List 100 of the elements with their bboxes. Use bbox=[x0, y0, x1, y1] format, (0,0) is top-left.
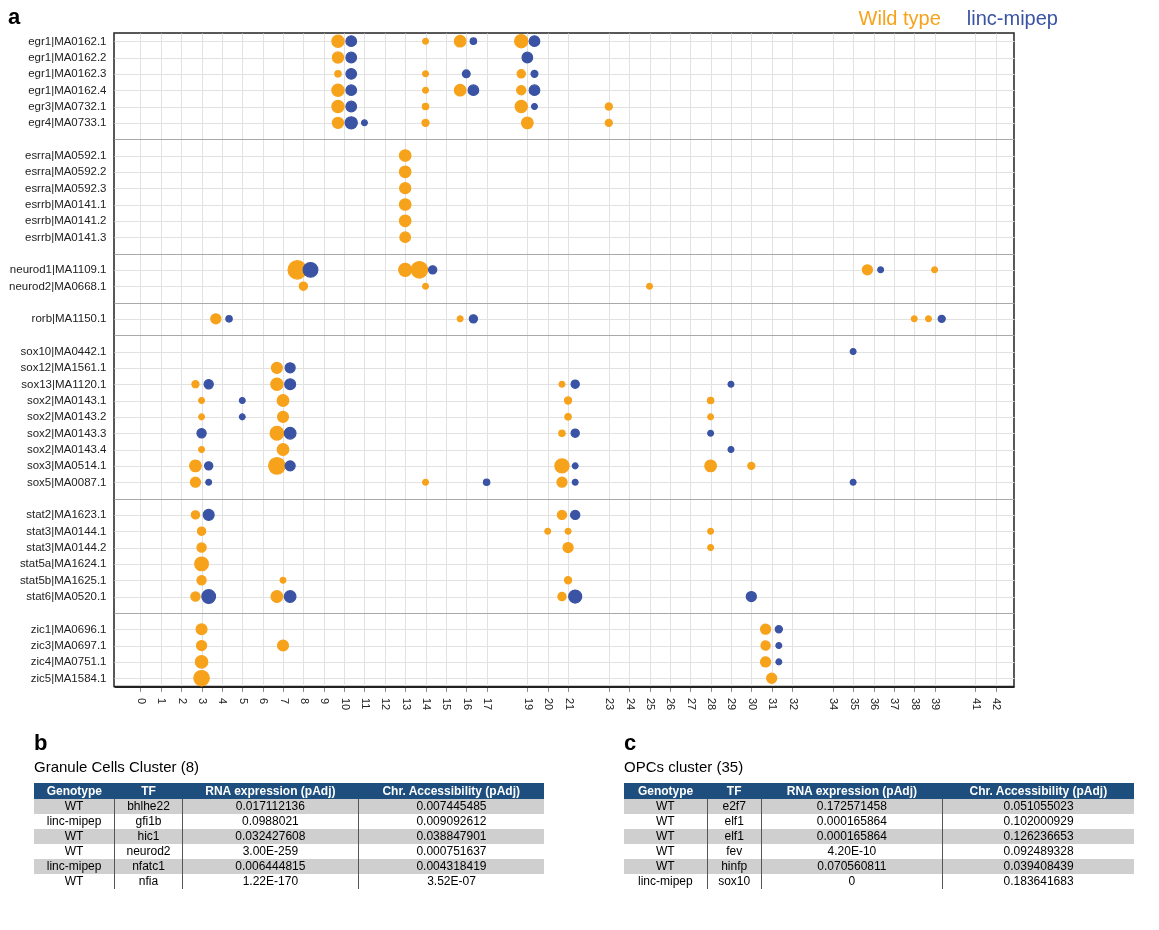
text: nfatc1 bbox=[114, 859, 183, 875]
y-tick-label: sox12|MA1561.1 bbox=[20, 361, 107, 374]
x-tick-label: 12 bbox=[380, 697, 393, 711]
text: 0.017112136 bbox=[182, 799, 359, 815]
text: 0.092489328 bbox=[942, 844, 1134, 860]
text: 1.22E-170 bbox=[182, 874, 359, 890]
y-tick-label: egr1|MA0162.1 bbox=[28, 34, 107, 47]
text: hinfp bbox=[707, 859, 762, 875]
text: WT bbox=[624, 799, 708, 815]
x-tick-label: 42 bbox=[991, 697, 1004, 711]
x-tick-label: 8 bbox=[298, 697, 311, 704]
text: linc-mipep bbox=[34, 859, 115, 875]
text: 0.000751637 bbox=[358, 844, 544, 860]
text: hic1 bbox=[114, 829, 183, 845]
text: 0.038847901 bbox=[358, 829, 544, 845]
x-tick-label: 9 bbox=[319, 697, 332, 704]
category-label: RNA expression (pAdj) bbox=[761, 783, 943, 800]
y-tick-label: rorb|MA1150.1 bbox=[31, 312, 107, 325]
text: 0 bbox=[761, 874, 943, 890]
y-tick-label: stat5a|MA1624.1 bbox=[19, 557, 107, 570]
text: WT bbox=[655, 844, 676, 860]
y-tick-label: esrrb|MA0141.1 bbox=[24, 198, 107, 211]
x-tick-label: 27 bbox=[685, 697, 698, 711]
text: OPCs cluster (35) bbox=[624, 758, 745, 776]
x-tick-label: 2 bbox=[176, 697, 189, 704]
text: 3.52E-07 bbox=[358, 874, 544, 890]
text: 0.126236653 bbox=[942, 829, 1134, 845]
x-tick-label: 11 bbox=[359, 697, 372, 710]
text: Wild type bbox=[858, 7, 941, 30]
y-tick-label: zic5|MA1584.1 bbox=[30, 671, 107, 684]
text: WT bbox=[63, 874, 85, 890]
text: 0.000165864 bbox=[761, 814, 943, 830]
y-tick-label: neurod2|MA0668.1 bbox=[9, 279, 107, 292]
y-tick-label: sox2|MA0143.3 bbox=[26, 426, 107, 439]
y-tick-label: esrrb|MA0141.2 bbox=[24, 214, 107, 227]
category-label: Chr. Accessibility (pAdj) bbox=[358, 783, 544, 800]
x-tick-label: 28 bbox=[706, 697, 719, 711]
x-tick-label: 26 bbox=[665, 697, 678, 711]
x-tick-label: 3 bbox=[197, 697, 210, 704]
text: c bbox=[624, 730, 638, 757]
x-tick-label: 14 bbox=[421, 697, 434, 711]
x-tick-label: 32 bbox=[787, 697, 800, 711]
category-label: Genotype bbox=[34, 783, 115, 800]
y-tick-label: stat2|MA1623.1 bbox=[26, 508, 107, 521]
x-tick-label: 31 bbox=[767, 697, 780, 711]
y-tick-label: stat3|MA0144.1 bbox=[26, 524, 107, 537]
x-tick-label: 15 bbox=[441, 697, 454, 711]
text: 0.172571458 bbox=[761, 799, 943, 815]
text: sox10 bbox=[707, 874, 762, 890]
category-label: Chr. Accessibility (pAdj) bbox=[942, 783, 1134, 800]
text: e2f7 bbox=[707, 799, 762, 815]
x-tick-label: 21 bbox=[563, 697, 576, 711]
y-tick-label: zic4|MA0751.1 bbox=[30, 655, 107, 668]
text: WT bbox=[34, 799, 115, 815]
text: linc-mipep bbox=[966, 7, 1058, 30]
text: 3.00E-259 bbox=[182, 844, 359, 860]
x-tick-label: 37 bbox=[889, 697, 902, 711]
text: 0.032427608 bbox=[182, 829, 359, 845]
x-tick-label: 16 bbox=[461, 697, 474, 711]
x-tick-label: 7 bbox=[278, 697, 291, 704]
text: 0.006444815 bbox=[182, 859, 359, 875]
text: b bbox=[34, 730, 49, 757]
x-tick-label: 0 bbox=[135, 697, 148, 704]
x-tick-label: 30 bbox=[746, 697, 759, 711]
text: elf1 bbox=[707, 829, 762, 845]
y-tick-label: sox13|MA1120.1 bbox=[21, 377, 107, 390]
text: elf1 bbox=[707, 814, 762, 830]
text: 4.20E-10 bbox=[761, 844, 943, 860]
text: 0.039408439 bbox=[942, 859, 1134, 875]
text: WT bbox=[63, 844, 85, 860]
x-tick-label: 39 bbox=[930, 697, 943, 711]
chart-title: a bbox=[8, 4, 21, 30]
category-label: RNA expression (pAdj) bbox=[182, 783, 359, 800]
y-tick-label: sox5|MA0087.1 bbox=[26, 475, 107, 488]
text: linc-mipep bbox=[45, 814, 103, 830]
x-tick-label: 6 bbox=[258, 697, 271, 704]
text: linc-mipep bbox=[637, 874, 694, 890]
text: gfi1b bbox=[114, 814, 183, 830]
text: neurod2 bbox=[114, 844, 183, 860]
text: 0.000165864 bbox=[761, 829, 943, 845]
text: 0.102000929 bbox=[942, 814, 1134, 830]
y-tick-label: stat5b|MA1625.1 bbox=[19, 573, 107, 586]
y-tick-label: esrra|MA0592.3 bbox=[24, 181, 107, 194]
text: Granule Cells Cluster (8) bbox=[34, 758, 201, 776]
x-tick-label: 35 bbox=[848, 697, 861, 711]
y-tick-label: egr1|MA0162.4 bbox=[28, 83, 108, 96]
text: WT bbox=[34, 829, 115, 845]
text: WT bbox=[655, 814, 676, 830]
text: WT bbox=[624, 829, 708, 845]
category-label: TF bbox=[114, 783, 183, 800]
y-tick-label: esrra|MA0592.2 bbox=[24, 165, 107, 178]
x-tick-label: 36 bbox=[869, 697, 881, 711]
text: WT bbox=[624, 859, 708, 875]
y-tick-label: sox10|MA0442.1 bbox=[20, 345, 107, 358]
x-tick-label: 24 bbox=[624, 697, 637, 711]
category-label: Genotype bbox=[624, 783, 708, 800]
y-tick-label: sox3|MA0514.1 bbox=[26, 459, 107, 472]
x-tick-label: 20 bbox=[543, 697, 556, 711]
text: fev bbox=[707, 844, 762, 860]
x-tick-label: 38 bbox=[909, 697, 922, 711]
